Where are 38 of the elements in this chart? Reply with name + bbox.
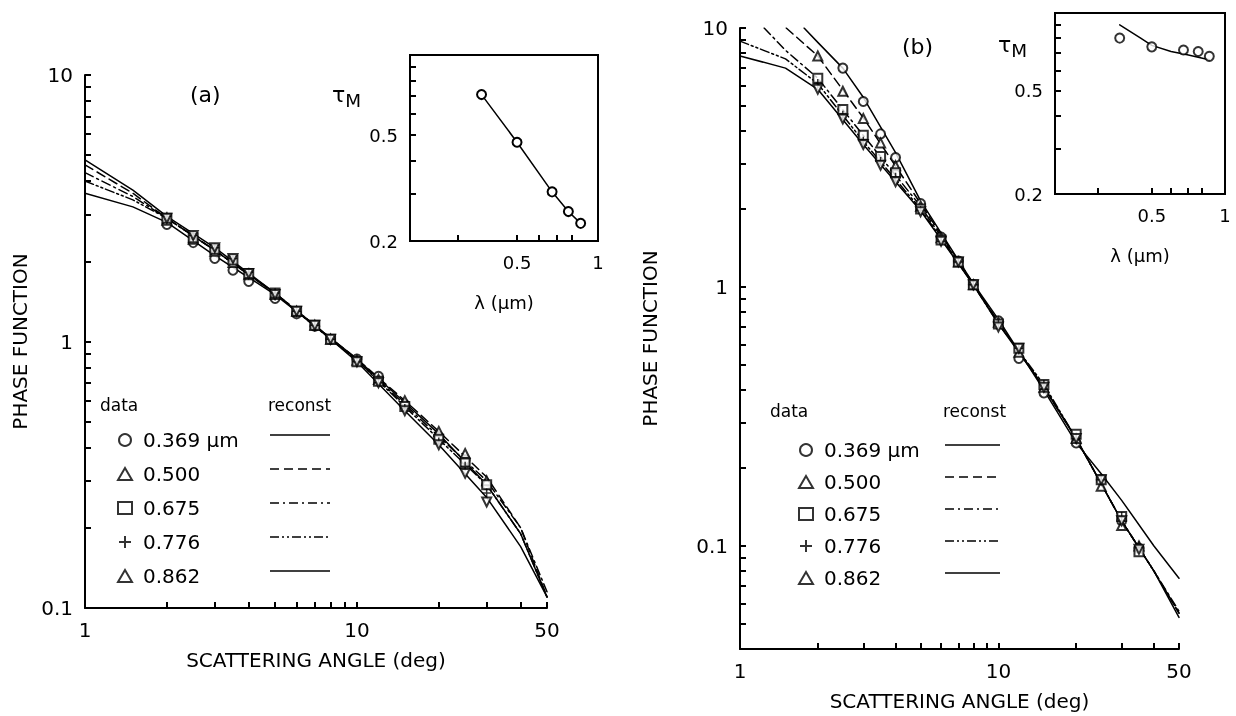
x-tick-label: 1 (78, 618, 92, 642)
y-tick-label: 0.1 (696, 533, 728, 558)
x-axis-title: SCATTERING ANGLE (deg) (829, 689, 1090, 713)
y-tick-label: 0.2 (1014, 183, 1043, 205)
legend-label: 0.675 (143, 496, 201, 520)
x-tick-label: 50 (1166, 659, 1192, 683)
chart-title: (b) (902, 33, 934, 59)
legend-label: 0.776 (824, 534, 882, 558)
y-axis-title: PHASE FUNCTION (8, 253, 32, 430)
chart-title: (a) (190, 81, 221, 107)
y-axis-title: τ$_{M}$ (998, 32, 1028, 63)
x-tick-label: 10 (985, 659, 1012, 683)
x-tick-label: 50 (534, 618, 560, 642)
annotation: data (100, 394, 139, 415)
x-axis-title: SCATTERING ANGLE (deg) (186, 648, 446, 672)
x-tick-label: 10 (344, 618, 370, 642)
legend-label: 0.369 μm (143, 428, 239, 452)
annotation: reconst (943, 400, 1007, 421)
legend-label: 0.500 (143, 462, 201, 486)
y-tick-label: 10 (702, 16, 728, 40)
y-axis-title: τ$_{M}$ (332, 82, 362, 113)
legend-label: 0.500 (824, 470, 882, 494)
legend-label: 0.675 (824, 502, 882, 526)
y-tick-label: 10 (47, 63, 73, 87)
legend-label: 0.776 (143, 530, 201, 554)
y-tick-label: 0.2 (369, 230, 398, 252)
legend-label: 0.862 (143, 564, 201, 588)
y-tick-label: 1 (60, 329, 73, 354)
x-axis-title: λ (μm) (474, 291, 534, 313)
annotation: reconst (268, 394, 332, 415)
x-tick-label: 1 (733, 659, 747, 683)
legend-label: 0.369 μm (824, 438, 920, 462)
y-tick-label: 1 (715, 274, 728, 299)
x-axis-title: λ (μm) (1110, 244, 1170, 266)
annotation: data (770, 400, 809, 421)
y-axis-title: PHASE FUNCTION (638, 250, 662, 427)
legend-label: 0.862 (824, 566, 882, 590)
y-tick-label: 0.1 (41, 596, 73, 620)
